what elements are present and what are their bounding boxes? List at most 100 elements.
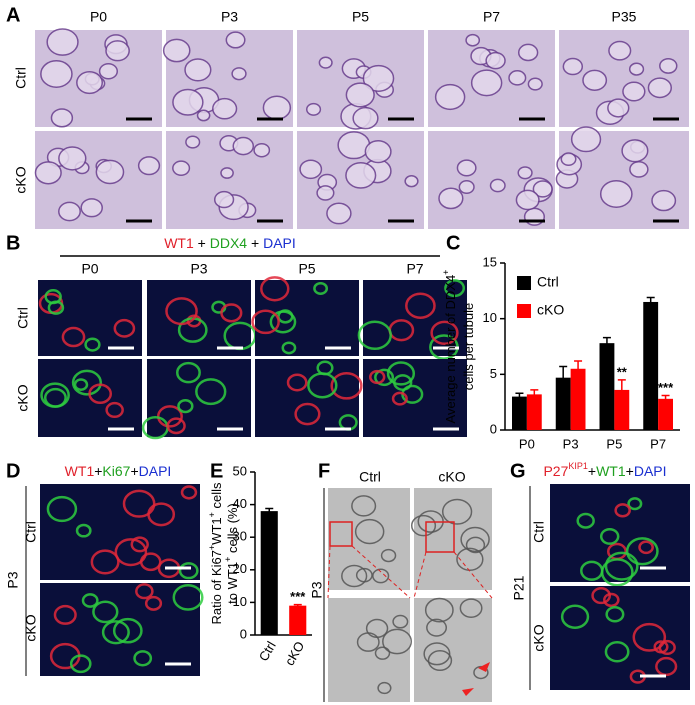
y-tick-label: 50 (233, 463, 247, 478)
tissue-texture (423, 642, 451, 666)
tissue-texture (95, 159, 125, 185)
tissue-texture (80, 198, 103, 218)
tissue-texture (604, 640, 630, 663)
tissue-texture (61, 326, 86, 348)
tissue-texture (135, 583, 154, 600)
stain-part: KIP1 (568, 461, 588, 471)
x-tick-label: P0 (519, 436, 535, 451)
micrograph (255, 359, 363, 437)
y-axis-label-part: Average number of DDX4 (443, 275, 458, 424)
legend-label: cKO (537, 302, 564, 318)
panel-label: D (6, 460, 20, 482)
micrograph-bg (38, 280, 142, 356)
zoom-line (327, 545, 331, 599)
tissue-texture (377, 681, 392, 695)
tissue-texture (591, 587, 612, 605)
tissue-texture (326, 202, 352, 225)
tissue-texture (523, 207, 546, 226)
tissue-texture (599, 527, 620, 545)
tissue-texture (392, 614, 409, 629)
tissue-texture (47, 300, 65, 315)
tissue-texture (560, 604, 590, 629)
y-tick-label: 30 (233, 529, 247, 544)
micrograph-bg (40, 484, 200, 580)
tissue-texture (46, 495, 78, 523)
tissue-texture (485, 51, 506, 70)
panel-label: A (6, 4, 20, 26)
micrograph (38, 359, 142, 437)
tissue-texture (299, 159, 323, 180)
tissue-texture (313, 281, 329, 295)
error-bar (617, 379, 626, 400)
tissue-texture (607, 98, 630, 118)
stain-part: + (626, 463, 634, 479)
stain-label: P27KIP1+WT1+DAPI (543, 461, 666, 478)
row-label: cKO (531, 624, 547, 651)
tissue-texture (144, 595, 163, 611)
tissue-texture (281, 341, 297, 355)
age-label: P21 (511, 575, 527, 600)
y-axis-label-part: cells (%) (225, 503, 240, 556)
tissue-texture (629, 161, 649, 178)
tissue-texture (50, 108, 74, 128)
tissue-texture (225, 31, 246, 49)
error-bar (661, 394, 670, 403)
bar (614, 389, 630, 430)
tissue-texture (508, 70, 527, 86)
tissue-texture (177, 398, 194, 414)
tissue-texture (114, 538, 148, 567)
x-tick-label: P5 (606, 436, 622, 451)
tissue-texture (113, 318, 136, 338)
zoom-line (351, 545, 411, 599)
tissue-texture (434, 83, 466, 111)
tissue-texture (426, 618, 448, 637)
tissue-texture (380, 548, 397, 563)
tissue-texture (614, 503, 631, 518)
stain-part: + (194, 235, 210, 251)
tissue-texture (632, 622, 667, 652)
tissue-texture (515, 189, 540, 211)
tissue-texture (213, 190, 235, 209)
tissue-texture (90, 549, 120, 575)
stain-part: DAPI (634, 463, 667, 479)
tissue-texture (337, 131, 371, 160)
bar (289, 605, 307, 635)
micrograph-bg (328, 488, 410, 590)
tissue-texture (427, 650, 453, 671)
tissue-texture (659, 57, 678, 74)
y-axis-label-part: cells (209, 482, 224, 512)
tissue-texture (98, 63, 119, 80)
tissue-texture (456, 547, 484, 572)
tissue-texture (459, 598, 483, 619)
tissue-texture (40, 60, 73, 88)
tissue-texture (391, 391, 408, 406)
y-axis-label-part: cells per tubule (461, 303, 476, 390)
y-axis-label-part: Ratio of Ki67 (209, 550, 224, 624)
tissue-texture (81, 593, 99, 608)
y-tick-label: 0 (240, 626, 247, 641)
tissue-texture (345, 162, 377, 189)
zoom-box (329, 521, 353, 547)
column-label: P35 (612, 9, 637, 25)
tissue-texture (196, 109, 211, 122)
micrograph (559, 30, 689, 127)
stain-part: P27 (543, 463, 568, 479)
error-bar (530, 389, 539, 399)
panel-label: G (510, 460, 526, 482)
column-label: P0 (90, 9, 107, 25)
micrograph (555, 126, 689, 229)
tissue-texture (562, 57, 584, 76)
micrograph (550, 484, 690, 587)
tissue-texture (456, 159, 477, 177)
tissue-texture (58, 201, 81, 222)
arrow (462, 662, 490, 696)
micrograph (414, 597, 492, 702)
row-label: Ctrl (23, 521, 39, 543)
micrograph (357, 279, 467, 360)
bar (512, 396, 527, 430)
column-label: P3 (221, 9, 238, 25)
tissue-texture (351, 495, 377, 517)
tissue-texture (137, 156, 161, 176)
tissue-texture (253, 142, 271, 158)
micrograph (166, 131, 293, 229)
